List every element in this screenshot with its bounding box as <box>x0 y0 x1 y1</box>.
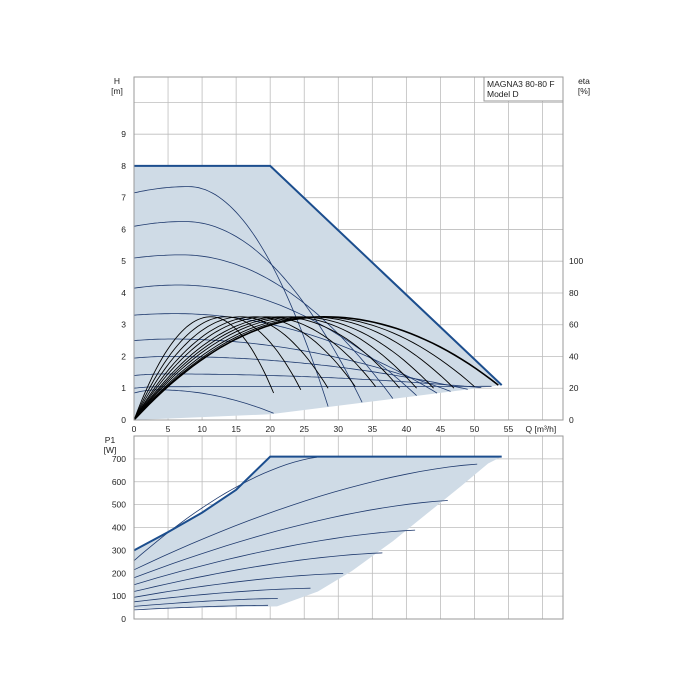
max-power-curve <box>133 455 502 552</box>
power-curve-7 <box>133 587 311 603</box>
y-tick-label-right: 60 <box>569 320 579 330</box>
x-tick-label: 20 <box>265 424 275 434</box>
head-curve-5 <box>133 313 438 394</box>
y-tick-label-left: 6 <box>121 224 126 234</box>
y-tick-label-power: 400 <box>112 523 126 533</box>
x-tick-label: 10 <box>197 424 207 434</box>
efficiency-curve-4 <box>133 316 329 421</box>
plot-frame-bottom <box>133 435 564 620</box>
x-tick-label: 15 <box>231 424 241 434</box>
y-axis-unit-left: [m] <box>111 86 123 96</box>
head-curve-8 <box>133 373 482 388</box>
x-tick-label: 40 <box>402 424 412 434</box>
efficiency-curve-10 <box>133 316 455 421</box>
x-tick-label: 25 <box>300 424 310 434</box>
power-curve-6 <box>133 573 344 598</box>
y-tick-label-power: 200 <box>112 568 126 578</box>
head-curve-2 <box>133 221 363 403</box>
efficiency-curve-2 <box>133 316 275 421</box>
y-tick-label-left: 4 <box>121 288 126 298</box>
y-tick-label-left: 5 <box>121 256 126 266</box>
power-panel: 0 100 200 300 400 500 600 700 P1[W] <box>104 435 564 624</box>
x-tick-label: 45 <box>436 424 446 434</box>
y-tick-label-power: 0 <box>121 614 126 624</box>
y-axis-unit-power: [W] <box>104 445 117 455</box>
efficiency-curve-11 <box>133 316 475 421</box>
head-curve-3 <box>133 254 394 399</box>
y-tick-label-power: 600 <box>112 477 126 487</box>
y-axis-label-right: eta <box>578 76 590 86</box>
x-axis-label: Q [m³/h] <box>526 424 557 434</box>
x-tick-label: 5 <box>166 424 171 434</box>
y-tick-label-left: 3 <box>121 320 126 330</box>
y-tick-label-right: 40 <box>569 351 579 361</box>
max-head-curve <box>134 164 503 386</box>
y-tick-label-left: 2 <box>121 351 126 361</box>
efficiency-curve-5 <box>133 316 356 421</box>
legend-box <box>483 76 564 102</box>
power-curve-3 <box>133 500 448 579</box>
y-tick-label-left: 9 <box>121 129 126 139</box>
power-curve-5 <box>133 552 383 592</box>
x-tick-label: 0 <box>132 424 137 434</box>
efficiency-curve-3 <box>133 316 302 421</box>
x-tick-label: 30 <box>334 424 344 434</box>
x-tick-label: 55 <box>504 424 514 434</box>
operating-area <box>134 456 502 609</box>
power-curve-2 <box>133 463 478 571</box>
head-curve-6 <box>133 338 451 392</box>
head-panel: 0 5 10 15 20 25 30 35 40 45 50 55 Q [m³/h]0123456789… <box>111 76 590 434</box>
legend-model-name: MAGNA3 80-80 F <box>487 79 555 89</box>
efficiency-curve-8 <box>133 316 417 421</box>
y-tick-label-left: 7 <box>121 193 126 203</box>
plot-frame-top <box>133 76 564 421</box>
y-tick-label-power: 700 <box>112 454 126 464</box>
y-tick-label-power: 500 <box>112 500 126 510</box>
x-tick-label: 35 <box>368 424 378 434</box>
legend-model-variant: Model D <box>487 89 519 99</box>
y-tick-label-left: 8 <box>121 161 126 171</box>
y-axis-unit-right: [%] <box>578 86 590 96</box>
y-axis-label-power: P1 <box>105 435 116 445</box>
y-tick-label-right: 80 <box>569 288 579 298</box>
y-tick-label-left: 0 <box>121 415 126 425</box>
y-tick-label-power: 100 <box>112 591 126 601</box>
x-tick-label: 50 <box>470 424 480 434</box>
efficiency-curve-6 <box>133 316 377 421</box>
y-tick-label-right: 0 <box>569 415 574 425</box>
y-tick-label-right: 20 <box>569 383 579 393</box>
power-curve-4 <box>133 529 416 586</box>
power-curve-8 <box>133 598 278 607</box>
efficiency-curve-9 <box>133 316 434 421</box>
y-tick-label-right: 100 <box>569 256 583 266</box>
power-curve-9 <box>133 604 269 611</box>
y-tick-label-left: 1 <box>121 383 126 393</box>
power-curve-1 <box>133 456 318 562</box>
efficiency-curve-7 <box>133 316 400 421</box>
y-axis-label-left: H <box>114 76 120 86</box>
y-tick-label-power: 300 <box>112 545 126 555</box>
operating-area <box>134 165 502 420</box>
